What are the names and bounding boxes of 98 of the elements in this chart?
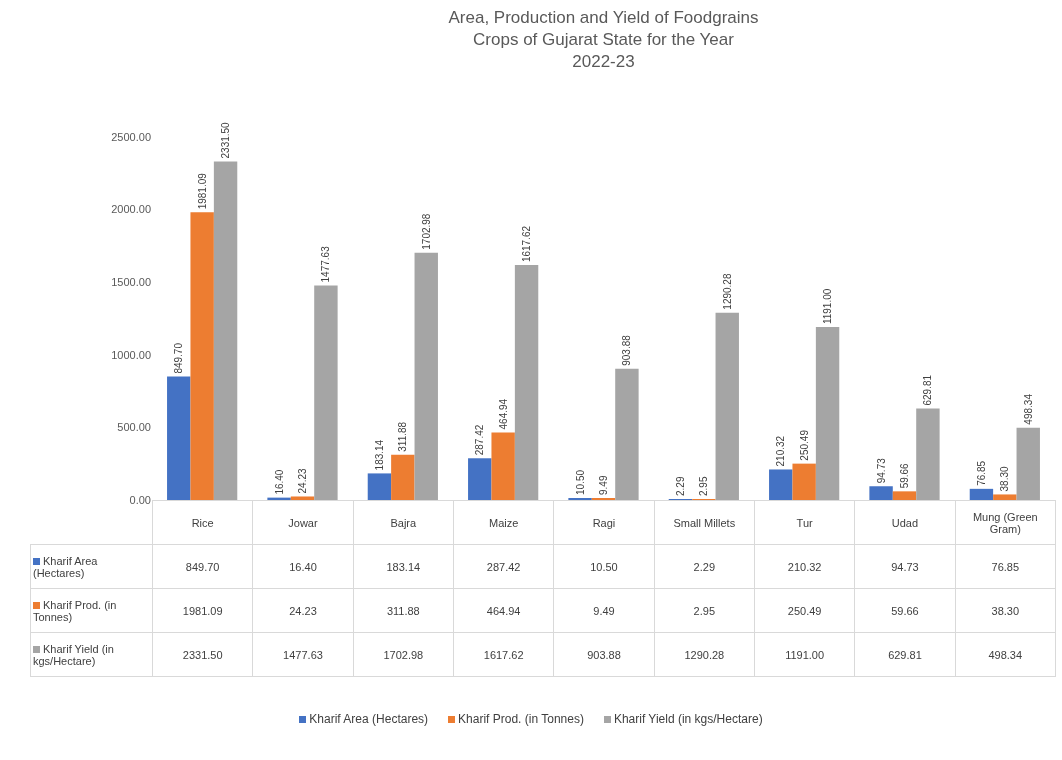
x-tick-label: Mung (Green Gram) <box>955 500 1056 545</box>
data-label: 16.40 <box>252 544 354 589</box>
data-label: 183.14 <box>353 544 454 589</box>
text: 629.81 <box>922 374 934 406</box>
data-label: 849.70 <box>152 544 253 589</box>
text: 2.95 <box>698 476 710 496</box>
bar <box>167 376 191 500</box>
x-tick-label: Maize <box>453 500 554 545</box>
text: 311.88 <box>397 421 409 452</box>
chart-title: Area, Production and Yield of Foodgrains Crops of Gujarat State for the Year 2022-23 <box>448 7 759 71</box>
bar <box>391 454 415 500</box>
text: 24.23 <box>297 468 308 494</box>
data-label: 498.34 <box>955 632 1056 677</box>
x-tick-label: Ragi <box>553 500 655 545</box>
text: 1191.00 <box>822 288 834 325</box>
data-label: 2331.50 <box>152 632 253 677</box>
text: 10.50 <box>574 469 586 495</box>
bar <box>715 312 739 500</box>
text: 2331.50 <box>220 122 232 159</box>
text: 903.88 <box>621 335 633 366</box>
bar <box>769 469 793 500</box>
data-label: 38.30 <box>955 588 1056 633</box>
data-label: 1290.28 <box>654 632 755 677</box>
data-label: 94.73 <box>854 544 956 589</box>
text: 1477.63 <box>320 246 332 283</box>
bar <box>290 496 315 500</box>
text: 59.66 <box>899 463 910 489</box>
bar <box>491 432 515 500</box>
legend-label: Kharif Area (Hectares) <box>30 544 153 589</box>
text: 1702.98 <box>420 213 432 250</box>
text: Kharif Prod. (in Tonnes) <box>458 712 584 726</box>
bar <box>190 212 214 500</box>
x-tick-label: Tur <box>754 500 855 545</box>
bar <box>916 408 940 500</box>
data-label: 10.50 <box>553 544 655 589</box>
bar <box>815 327 840 500</box>
bar <box>314 285 338 500</box>
text: 1290.28 <box>721 273 733 310</box>
data-label: 1191.00 <box>754 632 855 677</box>
x-tick-label: Udad <box>854 500 956 545</box>
legend-label: Kharif Prod. (in Tonnes) <box>30 588 153 633</box>
y-tick-label: 1000.00 <box>111 348 151 361</box>
bar <box>892 491 917 500</box>
text: Kharif Area (Hectares) <box>309 712 429 726</box>
data-label: 250.49 <box>754 588 855 633</box>
data-label: 903.88 <box>553 632 655 677</box>
data-label: 1617.62 <box>453 632 554 677</box>
text: 1617.62 <box>521 225 533 263</box>
bar <box>468 458 492 500</box>
data-label: 1477.63 <box>252 632 354 677</box>
text: 76.85 <box>975 460 987 486</box>
bar <box>514 265 539 500</box>
data-label: 287.42 <box>453 544 554 589</box>
data-label: 464.94 <box>453 588 554 633</box>
text: 287.42 <box>474 424 486 456</box>
data-label: 311.88 <box>353 588 454 633</box>
y-tick-label: 500.00 <box>117 421 151 434</box>
bar <box>414 252 438 500</box>
data-label: 2.95 <box>654 588 755 633</box>
text: 94.73 <box>875 458 887 484</box>
text: 210.32 <box>775 435 787 467</box>
data-label: 76.85 <box>955 544 1056 589</box>
data-label: 210.32 <box>754 544 855 589</box>
bar <box>615 368 639 500</box>
text: 183.14 <box>373 439 385 471</box>
text: 498.34 <box>1022 394 1034 425</box>
x-tick-label: Bajra <box>353 500 454 545</box>
y-tick-label: 2500.00 <box>111 130 151 143</box>
x-tick-label: Jowar <box>252 500 354 545</box>
x-tick-label: Rice <box>152 500 253 545</box>
text: 9.49 <box>598 475 609 495</box>
data-label: 9.49 <box>553 588 655 633</box>
text: Kharif Yield (in kgs/Hectare) <box>613 712 763 726</box>
text: 38.30 <box>999 466 1011 492</box>
x-tick-label: Small Millets <box>654 500 755 545</box>
data-label: 59.66 <box>854 588 956 633</box>
bar <box>213 161 238 500</box>
bar <box>993 494 1017 500</box>
text: 2.29 <box>674 476 686 496</box>
text: 849.70 <box>173 343 185 374</box>
data-label: 24.23 <box>252 588 354 633</box>
y-tick-label: 2000.00 <box>111 203 151 216</box>
y-tick-label: 1500.00 <box>111 276 151 289</box>
data-label: 1702.98 <box>353 632 454 677</box>
bar <box>969 488 994 500</box>
data-label: 2.29 <box>654 544 755 589</box>
bar <box>869 486 893 500</box>
text: 16.40 <box>273 469 285 495</box>
text: 464.94 <box>497 398 509 430</box>
bar <box>792 463 816 500</box>
bar <box>367 473 392 500</box>
legend-label: Kharif Yield (in kgs/Hectare) <box>30 632 153 677</box>
data-label: 1981.09 <box>152 588 253 633</box>
text: 250.49 <box>798 430 810 461</box>
y-tick-label: 0.00 <box>129 493 151 506</box>
bar <box>1016 427 1040 500</box>
text: 1981.09 <box>196 173 208 210</box>
data-label: 629.81 <box>854 632 956 677</box>
